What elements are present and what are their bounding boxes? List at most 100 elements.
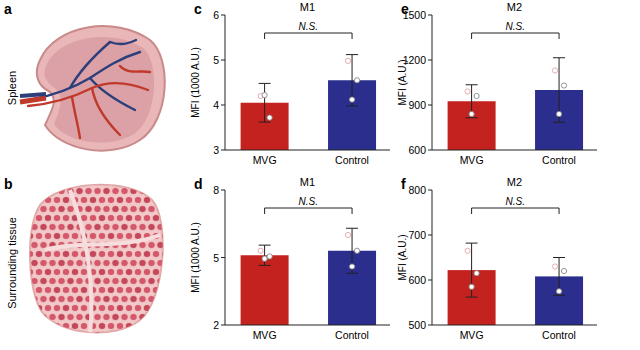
- cell: [112, 313, 120, 320]
- cell: [103, 277, 111, 284]
- data-point: [465, 89, 470, 94]
- cell: [112, 295, 120, 302]
- cell: [71, 268, 79, 275]
- data-point: [354, 248, 359, 253]
- y-axis-label: MFI (1000 A.U.): [190, 222, 201, 293]
- cell: [103, 295, 111, 302]
- cell: [89, 196, 97, 203]
- cell: [130, 277, 138, 284]
- data-point: [556, 289, 561, 294]
- cell: [143, 214, 151, 221]
- chart-title: M1: [300, 176, 315, 188]
- x-axis: [432, 150, 597, 151]
- septum: [70, 190, 91, 335]
- cell: [166, 331, 174, 338]
- significance-label: N.S.: [506, 196, 525, 207]
- y-tick: [221, 190, 225, 191]
- cell: [71, 286, 79, 293]
- cell: [143, 304, 151, 311]
- cell: [94, 277, 102, 284]
- cell: [116, 214, 124, 221]
- x-tick-label: Control: [542, 154, 576, 166]
- cell: [166, 295, 174, 302]
- cell: [49, 223, 57, 230]
- cell: [44, 232, 52, 239]
- cell: [35, 250, 43, 257]
- cell: [161, 196, 169, 203]
- significance-label: N.S.: [506, 21, 525, 32]
- x-tick-label: Control: [335, 154, 369, 166]
- cell: [58, 331, 66, 338]
- cell: [35, 178, 43, 185]
- cell: [157, 241, 165, 248]
- cell: [125, 178, 133, 185]
- panel-label: b: [4, 176, 13, 192]
- significance-bracket: [472, 208, 559, 214]
- x-tick-label: MVG: [253, 329, 277, 341]
- cell: [130, 331, 138, 338]
- error-cap: [346, 228, 358, 229]
- cell: [166, 277, 174, 284]
- error-cap: [259, 122, 271, 123]
- cell: [152, 196, 160, 203]
- cell: [152, 250, 160, 257]
- y-tick-label: 2: [213, 319, 219, 331]
- data-point: [349, 97, 354, 102]
- cell: [67, 313, 75, 320]
- cell: [139, 187, 147, 194]
- data-point: [469, 111, 474, 116]
- cell: [26, 196, 34, 203]
- y-tick-label: 1500: [403, 9, 427, 21]
- cell: [40, 259, 48, 266]
- cell: [103, 187, 111, 194]
- cell: [26, 286, 34, 293]
- y-tick: [428, 60, 432, 61]
- cell: [35, 322, 43, 329]
- cell: [94, 205, 102, 212]
- cell: [58, 295, 66, 302]
- significance-bracket: [265, 33, 352, 39]
- cell: [130, 187, 138, 194]
- cell: [139, 223, 147, 230]
- chart: cM1MFI (1000 A.U.)3456MVGControlN.S.: [190, 1, 390, 166]
- cell: [148, 277, 156, 284]
- cell: [98, 178, 106, 185]
- y-tick-label: 700: [408, 229, 426, 241]
- x-axis: [225, 150, 390, 151]
- cell: [71, 232, 79, 239]
- cell: [71, 178, 79, 185]
- cell: [40, 277, 48, 284]
- cell: [80, 286, 88, 293]
- x-tick-label: Control: [542, 329, 576, 341]
- cell: [62, 178, 70, 185]
- cell: [125, 214, 133, 221]
- cell: [40, 205, 48, 212]
- y-tick-label: 5: [213, 54, 219, 66]
- cell: [152, 214, 160, 221]
- cell: [125, 196, 133, 203]
- cell: [152, 304, 160, 311]
- cell: [161, 214, 169, 221]
- cell: [31, 241, 39, 248]
- data-point: [552, 68, 557, 73]
- cell: [85, 187, 93, 194]
- cell: [157, 331, 165, 338]
- cell: [49, 313, 57, 320]
- y-tick-label: 4: [213, 99, 219, 111]
- cell: [121, 331, 129, 338]
- cell: [166, 205, 174, 212]
- cell: [121, 187, 129, 194]
- cell: [134, 196, 142, 203]
- cell: [94, 223, 102, 230]
- cell: [44, 304, 52, 311]
- cell: [71, 322, 79, 329]
- cell: [116, 322, 124, 329]
- y-tick-label: 600: [408, 144, 426, 156]
- cell: [44, 322, 52, 329]
- error-line: [264, 83, 265, 122]
- cell: [80, 304, 88, 311]
- cell: [130, 259, 138, 266]
- y-axis: [225, 15, 226, 150]
- cell: [76, 187, 84, 194]
- error-cap: [466, 297, 478, 298]
